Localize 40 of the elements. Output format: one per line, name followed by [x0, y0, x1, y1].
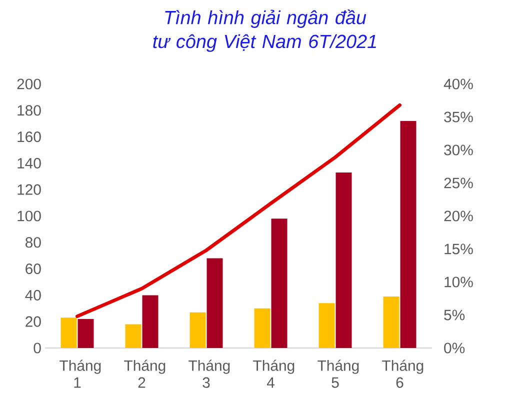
- x-tick-label: Tháng 5: [318, 360, 359, 388]
- y-tick-label: 180: [18, 105, 41, 116]
- y-tick-label: 200: [17, 78, 41, 90]
- bar: [78, 318, 94, 348]
- y2-tick-label: 0%: [444, 342, 465, 354]
- y-tick-label: 0: [34, 342, 41, 354]
- bar: [318, 303, 335, 348]
- y-tick-label: 120: [18, 184, 41, 195]
- y-tick-label: 60: [26, 264, 41, 274]
- y2-tick-label: 10%: [444, 276, 473, 288]
- bar: [206, 258, 223, 348]
- y-tick-label: 40: [25, 290, 41, 300]
- bar: [400, 120, 416, 348]
- x-tick-label: Tháng 6: [382, 360, 424, 388]
- bar: [125, 324, 142, 348]
- bar: [60, 318, 77, 348]
- x-tick-label: Tháng 4: [253, 360, 294, 388]
- chart-title: Tình hình giải ngân đầu tư công Việt Nam 6T/2021: [153, 10, 376, 52]
- bar: [190, 312, 206, 348]
- bar: [142, 295, 158, 348]
- y2-tick-label: 30%: [444, 144, 473, 156]
- y-tick-label: 80: [26, 237, 41, 248]
- y2-tick-label: 15%: [444, 244, 473, 254]
- x-tick-label: Tháng 2: [124, 360, 166, 388]
- y2-tick-label: 25%: [444, 178, 473, 188]
- y2-tick-label: 20%: [444, 210, 473, 222]
- y-tick-label: 140: [18, 158, 41, 168]
- y2-tick-label: 40%: [444, 78, 473, 90]
- y-tick-label: 20: [26, 316, 41, 327]
- bar: [254, 308, 270, 348]
- y-tick-label: 100: [18, 210, 41, 222]
- x-tick-label: Tháng 1: [60, 360, 101, 388]
- bar: [336, 172, 352, 348]
- y2-tick-label: 35%: [444, 112, 473, 122]
- y2-tick-label: 5%: [444, 310, 465, 320]
- bar: [271, 218, 288, 348]
- line-series: [76, 103, 402, 318]
- y-tick-label: 160: [18, 132, 41, 142]
- bar: [383, 296, 400, 348]
- x-tick-label: Tháng 3: [188, 360, 230, 388]
